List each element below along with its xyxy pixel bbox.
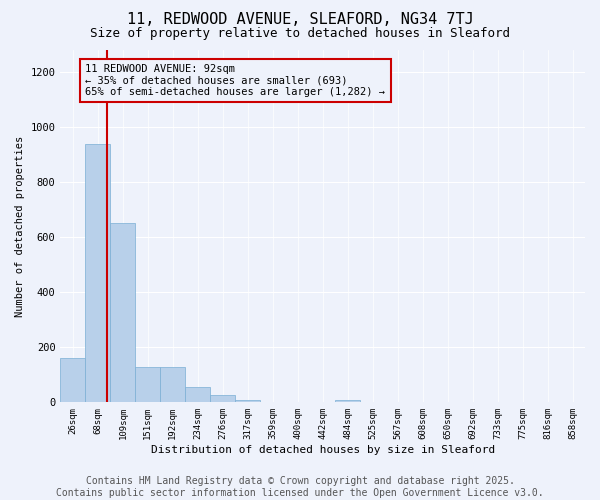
Bar xyxy=(61,358,85,403)
Bar xyxy=(85,144,110,402)
Bar xyxy=(335,400,360,402)
Bar xyxy=(210,396,235,402)
Text: 11 REDWOOD AVENUE: 92sqm
← 35% of detached houses are smaller (693)
65% of semi-: 11 REDWOOD AVENUE: 92sqm ← 35% of detach… xyxy=(85,64,385,97)
Bar xyxy=(185,387,210,402)
Y-axis label: Number of detached properties: Number of detached properties xyxy=(15,136,25,317)
Bar xyxy=(235,400,260,402)
Text: 11, REDWOOD AVENUE, SLEAFORD, NG34 7TJ: 11, REDWOOD AVENUE, SLEAFORD, NG34 7TJ xyxy=(127,12,473,28)
Bar xyxy=(136,366,160,402)
Text: Size of property relative to detached houses in Sleaford: Size of property relative to detached ho… xyxy=(90,28,510,40)
Bar xyxy=(110,224,136,402)
Bar xyxy=(160,366,185,402)
Text: Contains HM Land Registry data © Crown copyright and database right 2025.
Contai: Contains HM Land Registry data © Crown c… xyxy=(56,476,544,498)
X-axis label: Distribution of detached houses by size in Sleaford: Distribution of detached houses by size … xyxy=(151,445,495,455)
